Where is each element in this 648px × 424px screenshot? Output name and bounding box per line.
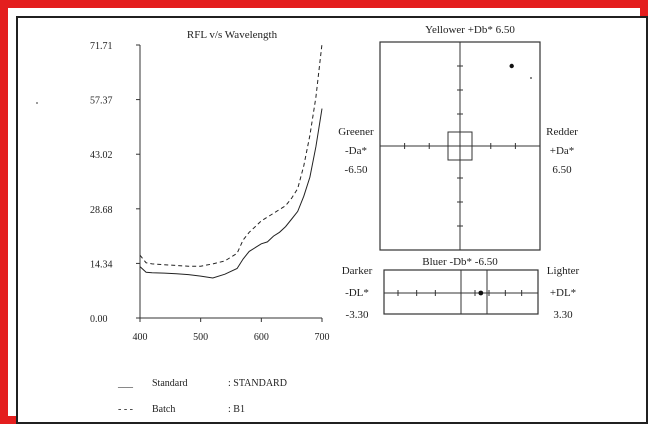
x-ticks: 400 500 600 700: [133, 318, 330, 343]
speck: [36, 102, 38, 104]
dl-ticks: [397, 290, 523, 296]
x-tick-label: 500: [193, 332, 208, 343]
legend-batch-name: Batch: [152, 404, 175, 415]
legend-standard-line: ___: [117, 378, 134, 389]
y-tick-label: 43.02: [90, 150, 113, 161]
tolerance-box: [447, 131, 473, 161]
dl-points: [478, 290, 484, 296]
dadb-ticks: [404, 65, 516, 227]
x-tick-label: 600: [254, 332, 269, 343]
y-tick-label: 0.00: [90, 314, 108, 325]
legend-standard-value: : STANDARD: [228, 378, 287, 389]
dadb-top-label: Yellower +Db* 6.50: [425, 24, 515, 36]
dadb-plot: Yellower +Db* 6.50 Greener -Da* -6.50 Re…: [338, 24, 578, 268]
dadb-points: [509, 63, 514, 69]
plus-dl-value: 3.30: [553, 309, 573, 321]
stray-dot: [530, 77, 532, 79]
dadb-bottom-label: Bluer -Db* -6.50: [422, 256, 498, 268]
report-panel: [16, 16, 648, 424]
y-tick-label: 28.68: [90, 205, 113, 216]
minus-dl-value: -3.30: [346, 309, 369, 321]
reflectance-chart-title: RFL v/s Wavelength: [187, 29, 278, 41]
dadb-point: [509, 63, 514, 69]
series-group: [139, 43, 323, 279]
series-line-batch: [139, 43, 323, 267]
x-tick-label: 700: [315, 332, 330, 343]
dl-scale: Darker -DL* -3.30 Lighter +DL* 3.30: [342, 265, 580, 321]
minus-da-value: -6.50: [345, 164, 368, 176]
x-tick-label: 400: [133, 332, 148, 343]
y-tick-label: 71.71: [90, 41, 113, 52]
redder-label: Redder: [546, 126, 578, 138]
legend-batch-line: - - -: [118, 404, 133, 415]
legend: ___ Standard : STANDARD - - - Batch : B1: [117, 378, 287, 415]
plus-da-label: +Da*: [550, 145, 575, 157]
y-tick-label: 57.37: [90, 96, 113, 107]
legend-standard-name: Standard: [152, 378, 188, 389]
reflectance-chart: RFL v/s Wavelength 0.00 14.34 28.68 43.02 57…: [90, 29, 330, 343]
minus-da-label: -Da*: [345, 145, 367, 157]
series-line-standard: [139, 108, 323, 279]
minus-dl-label: -DL*: [345, 287, 369, 299]
y-ticks: 0.00 14.34 28.68 43.02 57.37 71.71: [90, 41, 140, 325]
plus-dl-label: +DL*: [550, 287, 576, 299]
lighter-label: Lighter: [547, 265, 580, 277]
dl-point: [478, 290, 484, 296]
legend-batch-value: : B1: [228, 404, 245, 415]
y-tick-label: 14.34: [90, 259, 113, 270]
darker-label: Darker: [342, 265, 373, 277]
greener-label: Greener: [338, 126, 374, 138]
plus-da-value: 6.50: [552, 164, 572, 176]
